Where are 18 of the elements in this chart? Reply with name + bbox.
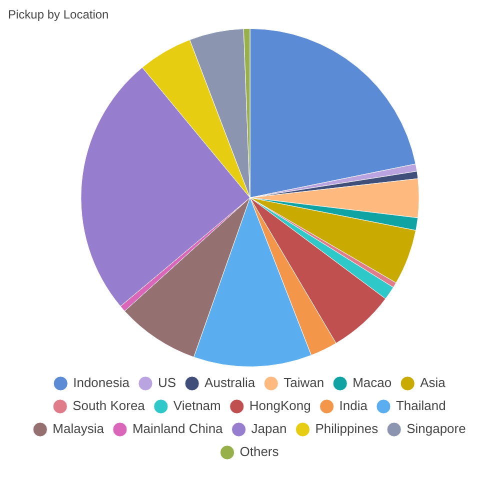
legend-label: HongKong xyxy=(249,398,311,414)
legend-label: Indonesia xyxy=(73,375,130,390)
legend-label: Vietnam xyxy=(173,398,221,414)
legend-label: South Korea xyxy=(72,398,146,414)
legend-label: Others xyxy=(240,444,280,460)
legend-label: Taiwan xyxy=(284,375,324,390)
legend-label: Malaysia xyxy=(52,421,105,436)
legend-label: Thailand xyxy=(396,398,446,414)
legend-label: Australia xyxy=(204,375,256,390)
legend-label: Philippines xyxy=(315,421,379,436)
legend-label: US xyxy=(158,375,176,390)
legend-label: Mainland China xyxy=(132,421,224,436)
legend-label: Singapore xyxy=(406,421,466,436)
chart-title: Pickup by Location xyxy=(8,8,109,22)
legend-label: Japan xyxy=(251,421,287,436)
legend-label: Macao xyxy=(352,375,392,390)
legend-label: India xyxy=(339,398,368,414)
legend-label: Asia xyxy=(420,375,446,390)
